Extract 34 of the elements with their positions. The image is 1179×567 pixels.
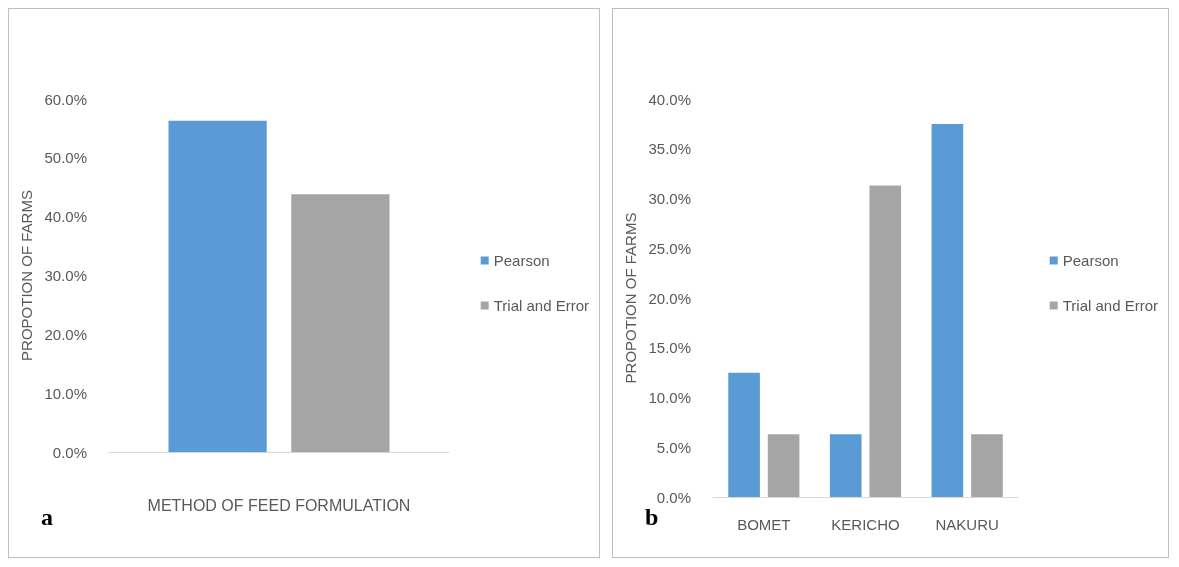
y-tick-label: 10.0% xyxy=(44,384,87,402)
y-tick-label: 40.0% xyxy=(44,208,87,226)
legend-label: Pearson xyxy=(493,252,550,269)
y-tick-label: 60.0% xyxy=(44,90,87,108)
y-tick-label: 10.0% xyxy=(648,389,691,406)
bar xyxy=(728,372,760,497)
y-tick-label: 30.0% xyxy=(648,190,691,207)
text: a xyxy=(41,504,53,530)
legend-label: Pearson xyxy=(1062,252,1119,269)
y-axis-title: PROPOTION OF FARMS xyxy=(621,212,639,384)
bar xyxy=(829,434,862,497)
x-tick-label: BOMET xyxy=(737,516,791,533)
legend-label: Trial and Error xyxy=(493,297,590,314)
y-tick-label: 0.0% xyxy=(656,488,691,506)
y-tick-label: 0.0% xyxy=(52,443,87,461)
bar xyxy=(767,434,800,497)
bar xyxy=(869,185,902,497)
y-tick-label: 25.0% xyxy=(648,239,691,257)
bar xyxy=(931,123,964,497)
y-tick-label: 30.0% xyxy=(44,267,87,284)
x-tick-label: KERICHO xyxy=(831,516,900,533)
y-tick-label: 15.0% xyxy=(648,339,691,357)
y-tick-label: 20.0% xyxy=(648,289,691,307)
x-tick-label: NAKURU xyxy=(935,516,999,533)
y-tick-label: 40.0% xyxy=(648,90,691,108)
y-tick-label: 50.0% xyxy=(44,149,87,167)
y-tick-label: 5.0% xyxy=(656,438,691,456)
x-axis-title: METHOD OF FEED FORMULATION xyxy=(147,496,411,514)
legend-label: Trial and Error xyxy=(1062,297,1159,314)
y-tick-label: 20.0% xyxy=(44,325,87,343)
y-tick-label: 35.0% xyxy=(648,140,691,158)
bar xyxy=(971,434,1003,497)
text: b xyxy=(645,504,659,530)
y-axis-title: PROPOTION OF FARMS xyxy=(17,190,35,361)
